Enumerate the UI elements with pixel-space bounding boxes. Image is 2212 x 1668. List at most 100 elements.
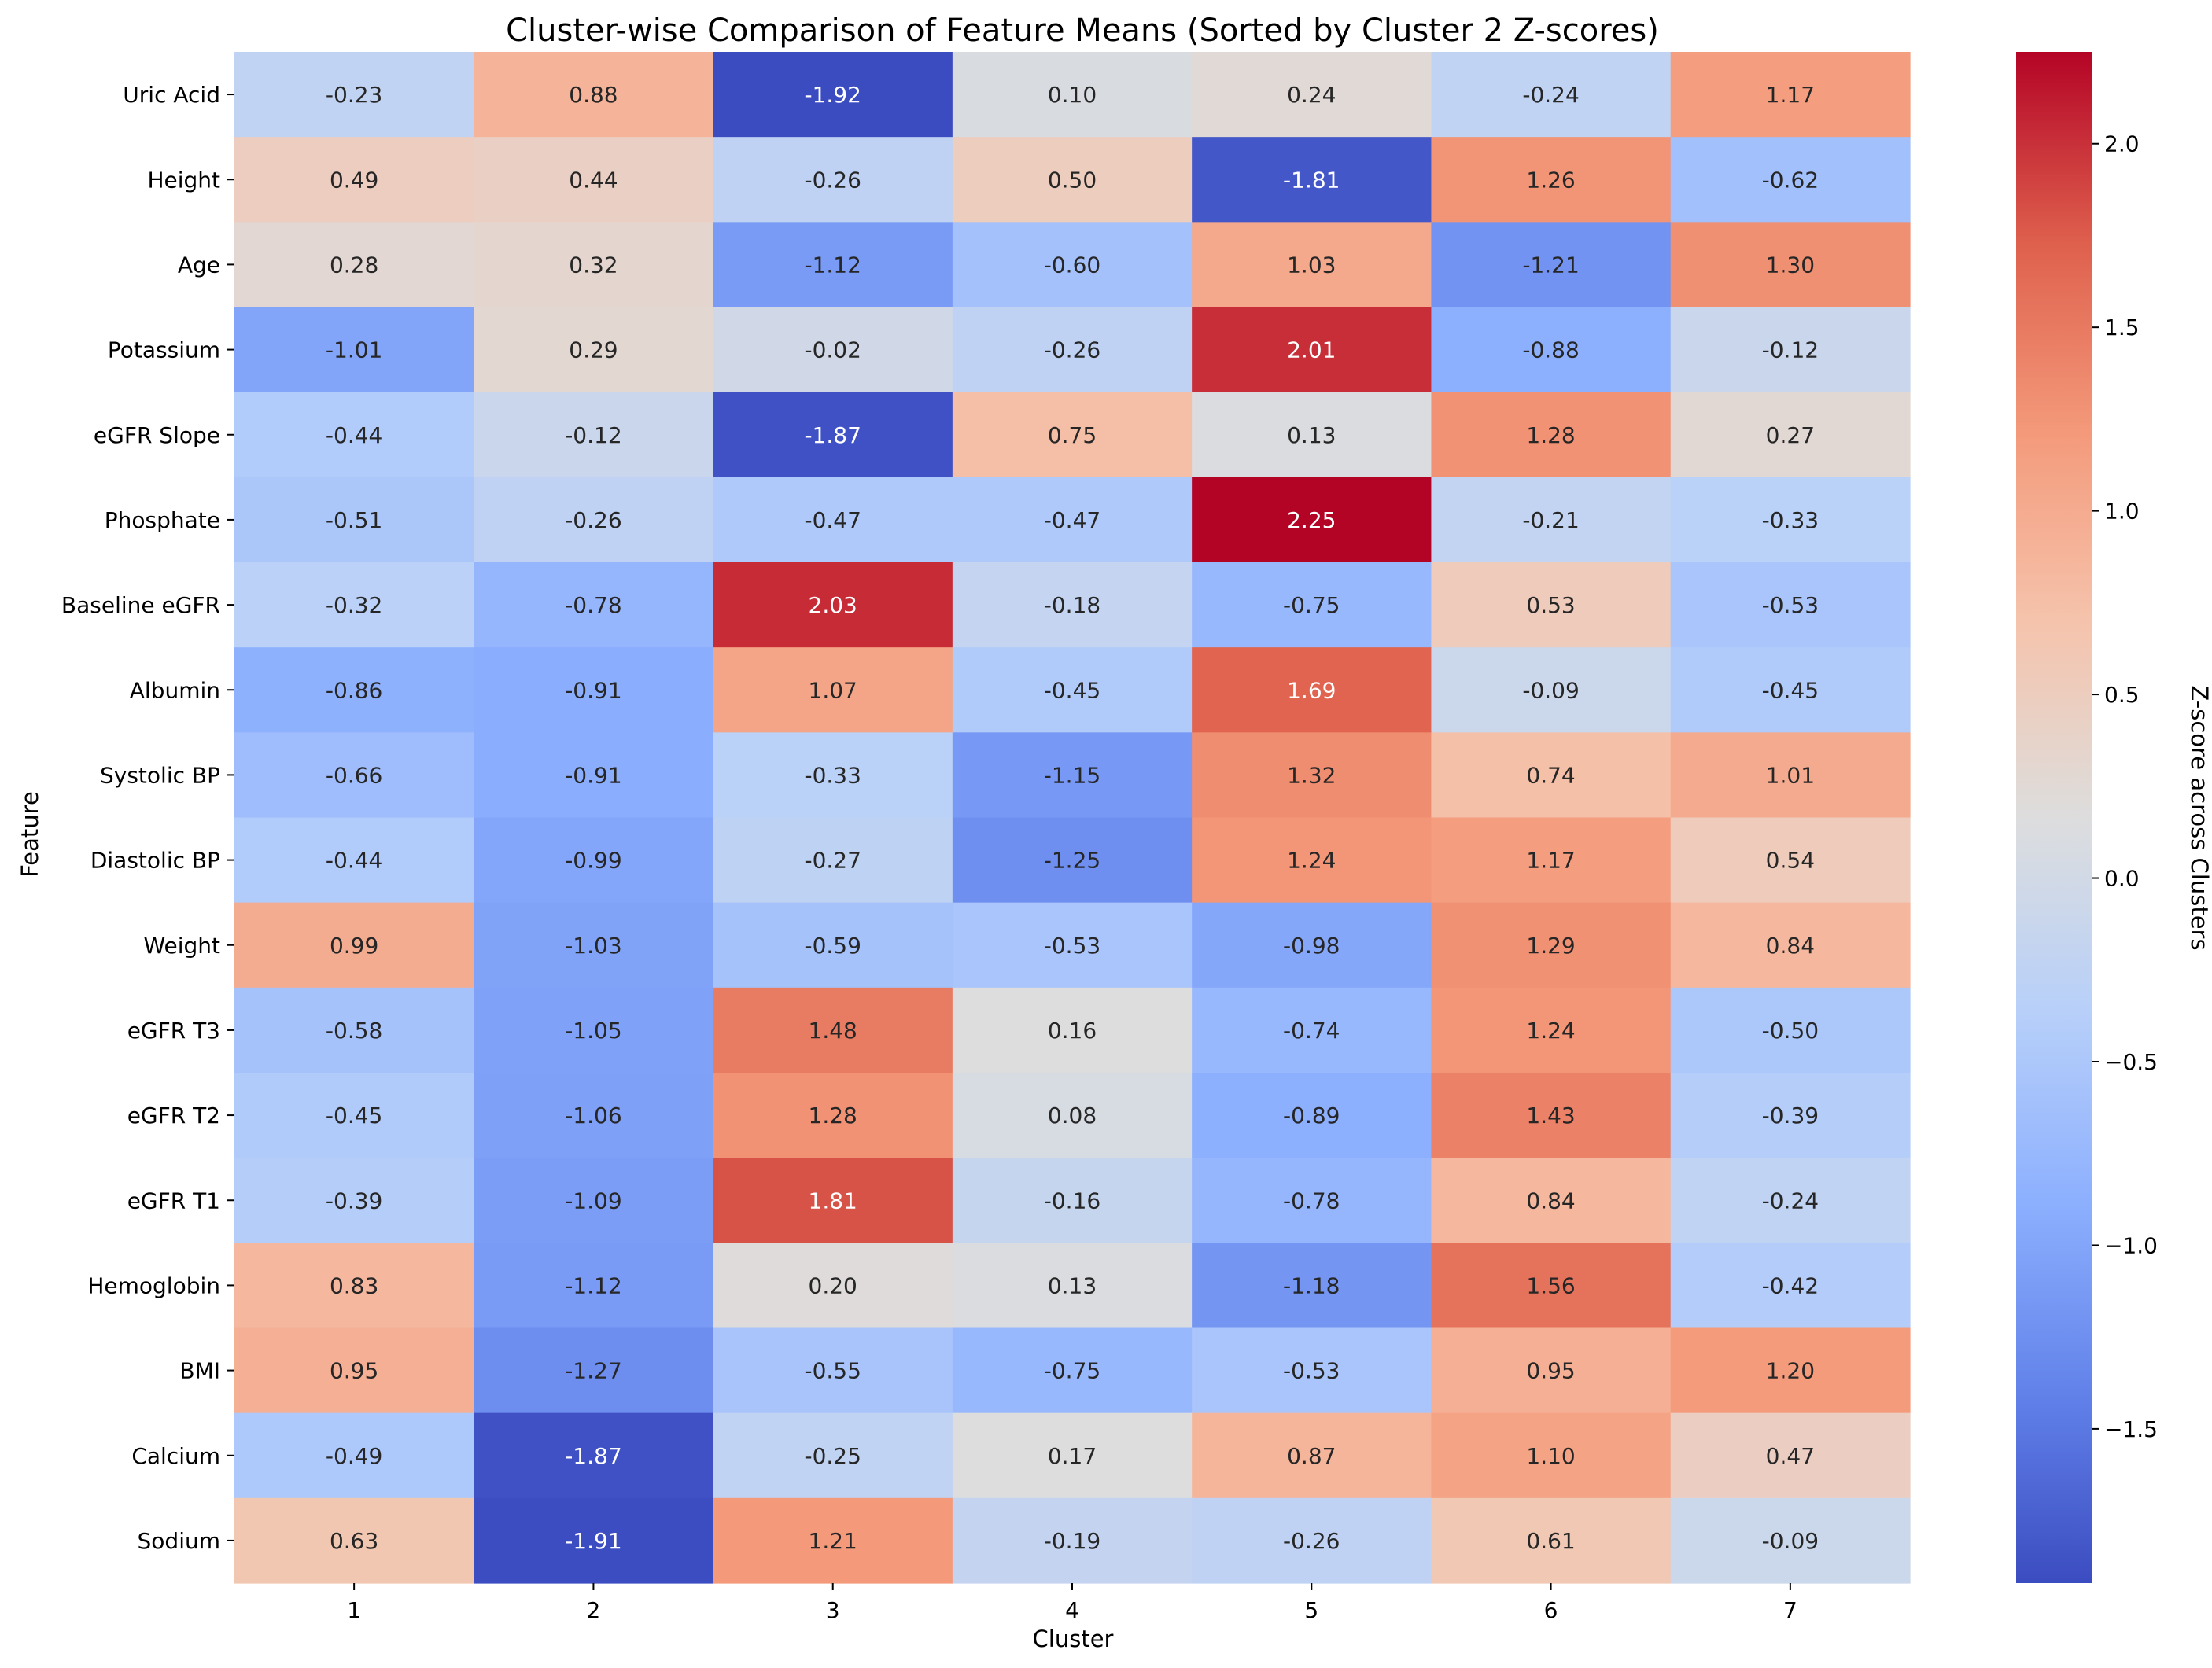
heatmap-cell	[474, 1158, 714, 1243]
cell-value-label: -1.01	[326, 337, 382, 363]
cell-value-label: 0.63	[330, 1528, 378, 1554]
heatmap-cell	[474, 1327, 714, 1414]
heatmap-cell	[1192, 222, 1432, 308]
colorbar-gradient	[2016, 52, 2092, 1583]
heatmap-cell	[234, 477, 474, 563]
cell-value-label: 0.28	[330, 252, 378, 278]
cell-value-label: 1.17	[1766, 82, 1815, 108]
cell-value-label: -1.87	[804, 422, 861, 448]
heatmap-cell	[952, 1412, 1193, 1499]
cell-value-label: -0.75	[1283, 592, 1340, 618]
y-tick-label: Albumin	[130, 677, 220, 703]
heatmap-cell	[1670, 1497, 1911, 1584]
heatmap-cell	[1670, 902, 1911, 989]
cell-value-label: -0.47	[1044, 507, 1100, 533]
cell-value-label: -0.12	[565, 422, 621, 448]
cell-value-label: -0.09	[1522, 677, 1579, 703]
cell-value-label: -0.89	[1283, 1103, 1340, 1129]
heatmap-cell	[1192, 987, 1432, 1073]
cell-value-label: -0.59	[804, 933, 861, 959]
cell-value-label: 1.56	[1526, 1272, 1575, 1298]
cell-value-label: -0.51	[326, 507, 382, 533]
cell-value-label: 2.01	[1287, 337, 1336, 363]
heatmap-cell	[1670, 562, 1911, 648]
cell-value-label: 0.13	[1287, 422, 1336, 448]
heatmap-cell	[1670, 222, 1911, 308]
cell-value-label: 1.21	[809, 1528, 857, 1554]
x-tick-label: 7	[1783, 1597, 1797, 1623]
cell-value-label: 0.49	[330, 167, 378, 193]
heatmap-cell	[713, 1412, 953, 1499]
cell-value-label: 1.20	[1766, 1358, 1815, 1384]
cell-value-label: 0.27	[1766, 422, 1815, 448]
cell-value-label: -0.26	[1044, 337, 1100, 363]
x-tick-label: 1	[347, 1597, 361, 1623]
x-tick-label: 2	[587, 1597, 601, 1623]
y-tick-labels: Uric Acid Height Age Potassium eGFR Slope Pho…	[61, 82, 234, 1554]
heatmap-cell	[474, 562, 714, 648]
heatmap-cell	[234, 902, 474, 989]
y-tick-label: Hemoglobin	[87, 1272, 220, 1298]
cell-value-label: -0.26	[804, 167, 861, 193]
heatmap-cell	[1670, 477, 1911, 563]
cell-value-label: 0.24	[1287, 82, 1336, 108]
heatmap-cell	[952, 222, 1193, 308]
cell-value-label: 2.03	[809, 592, 857, 618]
heatmap-cell	[952, 1158, 1193, 1243]
cell-value-label: -0.33	[1762, 507, 1819, 533]
cell-value-label: 0.32	[569, 252, 618, 278]
heatmap-cell	[234, 1158, 474, 1243]
y-tick-label: Age	[178, 252, 220, 278]
heatmap-cell	[713, 307, 953, 393]
cell-value-label: -1.21	[1522, 252, 1579, 278]
heatmap-cell	[1431, 1412, 1672, 1499]
cell-value-label: -0.45	[1762, 677, 1819, 703]
y-tick-label: Calcium	[131, 1443, 220, 1469]
heatmap-cell	[1192, 902, 1432, 989]
cell-value-label: -0.45	[1044, 677, 1100, 703]
heatmap-cell	[474, 52, 714, 138]
cell-value-label: -1.06	[565, 1103, 621, 1129]
y-tick-label: Uric Acid	[123, 82, 220, 108]
heatmap-cell	[1192, 1412, 1432, 1499]
heatmap-cell	[234, 1327, 474, 1414]
heatmap-cell	[1431, 137, 1672, 223]
cell-value-label: -1.09	[565, 1187, 621, 1213]
cell-value-label: 1.28	[809, 1103, 857, 1129]
x-tick-label: 5	[1304, 1597, 1318, 1623]
heatmap-cell	[474, 137, 714, 223]
cell-value-label: -0.18	[1044, 592, 1100, 618]
heatmap-cell	[234, 1412, 474, 1499]
x-tick-label: 6	[1544, 1597, 1558, 1623]
cell-value-label: -0.53	[1044, 933, 1100, 959]
heatmap-cell	[474, 477, 714, 563]
cell-value-label: 1.32	[1287, 762, 1336, 788]
cell-value-label: -0.02	[804, 337, 861, 363]
heatmap-cell	[952, 477, 1193, 563]
cell-value-label: -0.44	[326, 422, 382, 448]
heatmap-cell	[713, 562, 953, 648]
cell-value-label: -0.21	[1522, 507, 1579, 533]
cell-value-label: 1.24	[1287, 848, 1336, 874]
heatmap-cell	[952, 732, 1193, 819]
heatmap-cell	[1431, 1073, 1672, 1158]
cell-value-label: 0.95	[330, 1358, 378, 1384]
y-tick-label: BMI	[179, 1358, 220, 1384]
heatmap-cell	[1431, 392, 1672, 478]
colorbar-tick-label: −0.5	[2104, 1049, 2158, 1075]
cell-value-label: 1.24	[1526, 1018, 1575, 1044]
heatmap-cell	[1192, 1497, 1432, 1584]
heatmap-cell	[952, 902, 1193, 989]
cell-value-label: -0.32	[326, 592, 382, 618]
y-tick-label: eGFR T1	[127, 1187, 220, 1213]
heatmap-cell	[1431, 817, 1672, 904]
cell-value-label: -0.50	[1762, 1018, 1819, 1044]
heatmap-cell	[474, 222, 714, 308]
cell-value-label: -1.81	[1283, 167, 1340, 193]
colorbar-tick-label: 0.0	[2104, 866, 2140, 892]
heatmap-cell	[713, 647, 953, 733]
colorbar-tick-label: 2.0	[2104, 131, 2140, 157]
heatmap-cell	[1192, 647, 1432, 733]
y-tick-label: Phosphate	[105, 507, 220, 533]
heatmap-cell	[1192, 817, 1432, 904]
